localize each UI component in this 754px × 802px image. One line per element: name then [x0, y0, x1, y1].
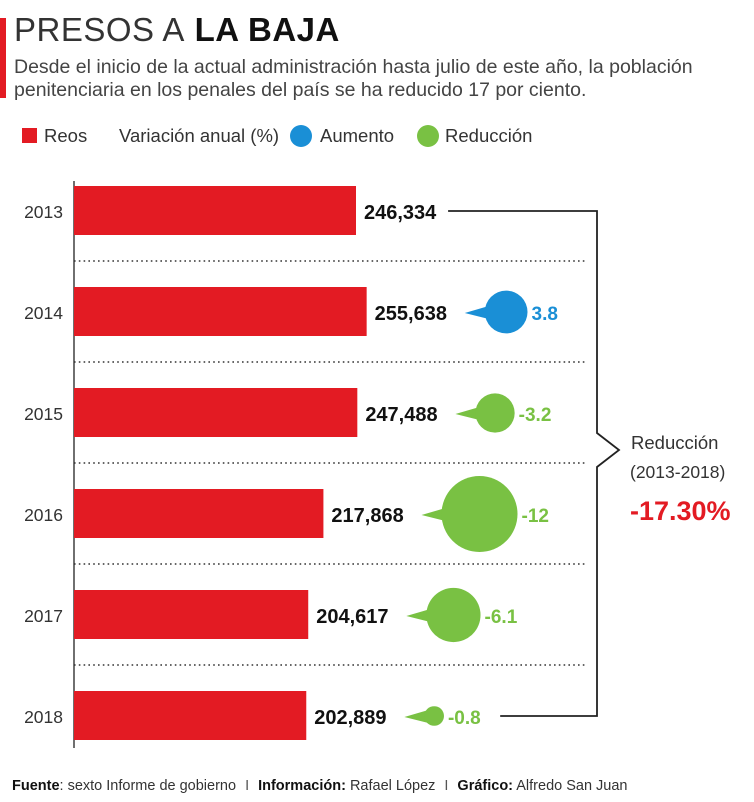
change-label: -0.8 — [448, 708, 481, 729]
bubble-pointer — [455, 407, 480, 420]
legend-aumento-label: Aumento — [320, 125, 395, 146]
change-bubble-2014 — [484, 290, 528, 334]
legend-reos-label: Reos — [44, 125, 88, 146]
footer-grafico-text: Alfredo San Juan — [516, 778, 628, 794]
bubble-pointer — [464, 306, 489, 319]
bar-2017 — [74, 590, 309, 639]
legend-reos-swatch — [22, 128, 37, 143]
footer-grafico-label: Gráfico: — [457, 778, 514, 794]
legend-aumento-dot — [290, 125, 312, 147]
footer-informacion-label: Información: — [258, 778, 346, 794]
bar-2015 — [74, 388, 358, 437]
title-light: PRESOS A — [14, 11, 185, 48]
bar-value-label: 246,334 — [364, 202, 437, 224]
y-tick-label: 2016 — [24, 505, 63, 525]
summary-label: Reducción — [631, 432, 718, 453]
bar-value-label: 202,889 — [314, 707, 386, 729]
footer-separator-1: I — [245, 778, 250, 794]
bar-2013 — [74, 186, 356, 235]
page-title: PRESOS A LA BAJA — [14, 10, 340, 50]
change-label: 3.8 — [532, 304, 558, 325]
y-tick-label: 2013 — [24, 202, 63, 222]
bar-2016 — [74, 489, 324, 538]
change-bubble-2017 — [426, 587, 481, 643]
bar-value-label: 247,488 — [365, 404, 437, 426]
bar-value-label: 217,868 — [331, 505, 403, 527]
title-accent-bar — [0, 18, 6, 98]
bar-value-label: 204,617 — [316, 606, 388, 628]
bubble-pointer — [404, 710, 429, 723]
legend-reduccion-dot — [417, 125, 439, 147]
footer: Fuente: sexto Informe de gobierno I Inform… — [12, 778, 628, 794]
footer-informacion-text: Rafael López — [349, 778, 436, 794]
change-bubble-2018 — [424, 706, 444, 726]
legend-reduccion-label: Reducción — [445, 125, 533, 146]
bar-2018 — [74, 691, 307, 740]
title-bold: LA BAJA — [194, 11, 340, 48]
change-label: -6.1 — [485, 607, 518, 628]
y-tick-label: 2014 — [24, 303, 63, 323]
change-label: -12 — [522, 506, 549, 527]
reduction-bracket — [448, 210, 621, 717]
change-bubble-2016 — [441, 476, 518, 552]
bubble-pointer — [406, 609, 431, 622]
bubble-pointer — [421, 508, 446, 521]
footer-fuente-label: Fuente — [12, 778, 60, 794]
y-tick-label: 2015 — [24, 404, 63, 424]
footer-fuente-text: : sexto Informe de gobierno — [59, 778, 237, 794]
bar-chart: 2013 246,334 2014 255,638 2015 247,488 2016 217… — [24, 181, 731, 748]
y-tick-label: 2018 — [24, 707, 63, 727]
change-label: -3.2 — [519, 405, 552, 426]
legend-variacion-label: Variación anual (%) — [119, 125, 280, 146]
summary-value: -17.30% — [630, 496, 731, 526]
footer-separator-2: I — [444, 778, 449, 794]
page-subtitle: Desde el inicio de la actual administrac… — [14, 56, 693, 101]
bar-value-label: 255,638 — [375, 303, 447, 325]
y-tick-label: 2017 — [24, 606, 63, 626]
change-bubble-2015 — [475, 393, 515, 433]
summary-period: (2013-2018) — [630, 462, 725, 482]
bar-2014 — [74, 287, 367, 336]
